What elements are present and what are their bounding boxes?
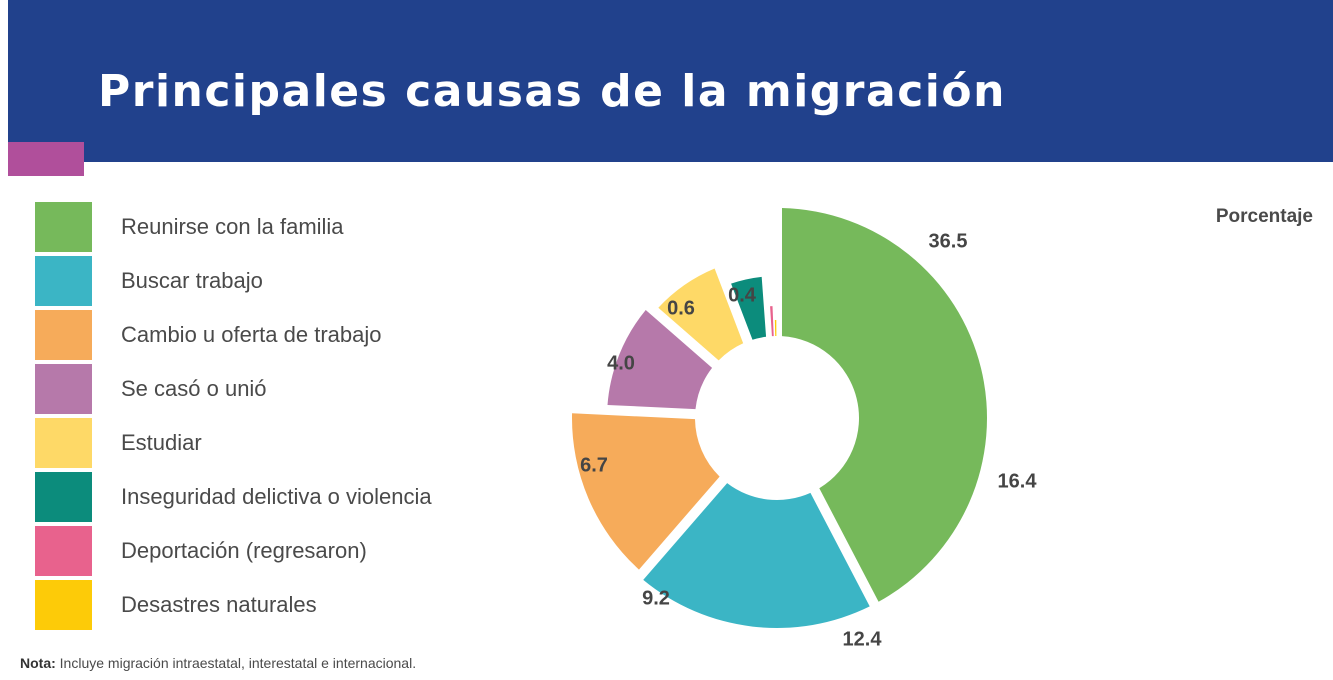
page-title: Principales causas de la migración [98, 66, 1006, 117]
donut-slice [572, 413, 720, 570]
legend-label: Desastres naturales [121, 592, 317, 617]
legend-item: Buscar trabajo [35, 256, 495, 310]
data-label: 36.5 [929, 230, 968, 252]
donut-slice [770, 306, 774, 337]
donut-slice [607, 309, 713, 410]
data-label: 0.6 [667, 297, 695, 319]
data-label: 4.0 [607, 352, 635, 374]
footnote-text: Incluye migración intraestatal, interest… [55, 655, 417, 671]
donut-slice [774, 320, 777, 337]
legend-swatch [35, 256, 92, 306]
donut-slice [658, 268, 744, 361]
footnote: Nota: Incluye migración intraestatal, in… [20, 655, 416, 671]
legend-swatch [35, 418, 92, 468]
chart-legend: Reunirse con la familia Buscar trabajo Cam… [35, 202, 495, 634]
legend-swatch [35, 472, 92, 522]
legend-label: Se casó o unió [121, 376, 267, 401]
legend-label: Reunirse con la familia [121, 214, 344, 239]
legend-item: Se casó o unió [35, 364, 495, 418]
legend-item: Desastres naturales [35, 580, 495, 634]
footnote-prefix: Nota: [20, 655, 56, 671]
legend-swatch [35, 310, 92, 360]
donut-slice [731, 276, 767, 340]
legend-item: Reunirse con la familia [35, 202, 495, 256]
legend-label: Deportación (regresaron) [121, 538, 367, 563]
data-label: 16.4 [998, 470, 1038, 492]
accent-bar [8, 142, 84, 176]
donut-slice [781, 208, 988, 602]
legend-label: Inseguridad delictiva o violencia [121, 484, 432, 509]
legend-swatch [35, 580, 92, 630]
legend-item: Cambio u oferta de trabajo [35, 310, 495, 364]
legend-swatch [35, 526, 92, 576]
data-label: 0.4 [728, 284, 757, 306]
chart-unit-label: Porcentaje [1215, 206, 1313, 227]
legend-swatch [35, 364, 92, 414]
data-label: 12.4 [843, 628, 883, 650]
data-label: 9.2 [642, 587, 670, 609]
data-label: 6.7 [580, 454, 608, 476]
legend-label: Estudiar [121, 430, 202, 455]
legend-label: Buscar trabajo [121, 268, 263, 293]
header-bar: Principales causas de la migración [8, 0, 1333, 162]
legend-item: Deportación (regresaron) [35, 526, 495, 580]
donut-slice [643, 483, 870, 628]
legend-label: Cambio u oferta de trabajo [121, 322, 382, 347]
legend-item: Estudiar [35, 418, 495, 472]
legend-swatch [35, 202, 92, 252]
legend-item: Inseguridad delictiva o violencia [35, 472, 495, 526]
